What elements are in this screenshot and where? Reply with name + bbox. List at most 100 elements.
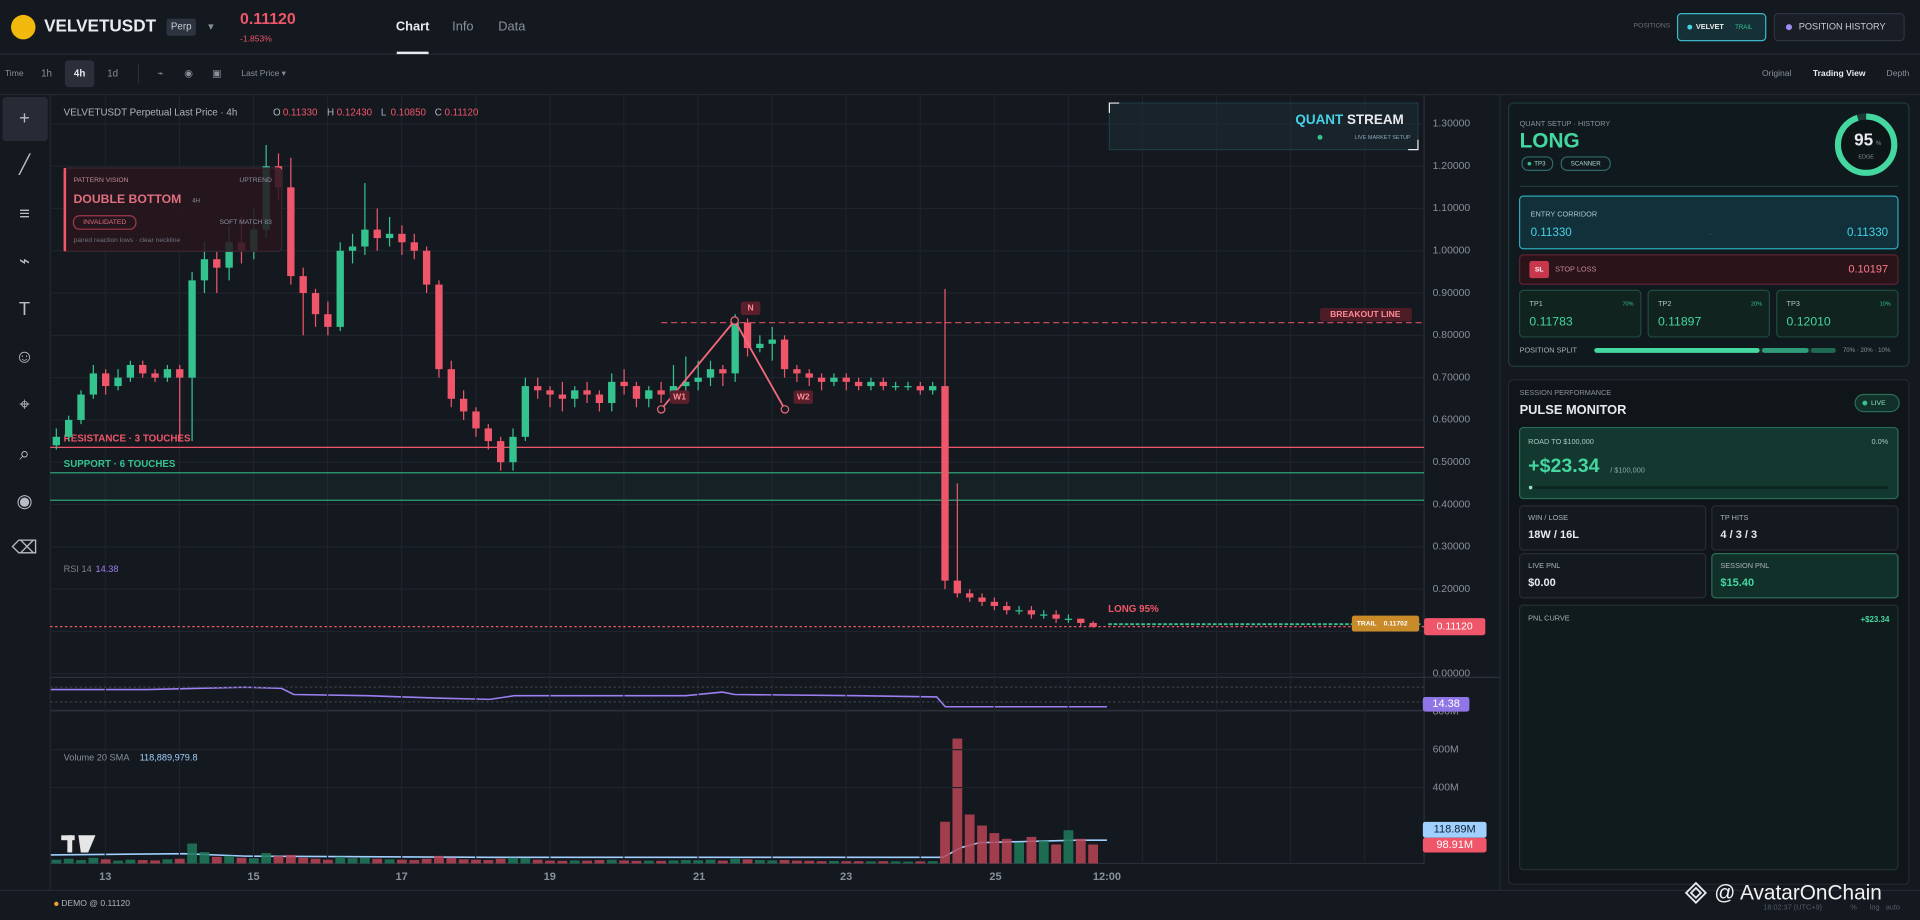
tp-label: TP2	[1658, 299, 1671, 308]
live-label: LIVE	[1871, 400, 1886, 407]
volume-bar	[224, 855, 235, 864]
candle-body	[719, 369, 727, 374]
interval[interactable]: 1d	[107, 68, 118, 79]
dot	[1785, 24, 1793, 31]
candle-body	[1015, 610, 1023, 612]
candle-body	[398, 233, 406, 243]
candle-body	[731, 322, 739, 374]
candle-body	[879, 381, 887, 387]
volume-bar	[841, 861, 852, 864]
scale-option[interactable]: %	[1850, 902, 1857, 911]
volume-bar	[471, 859, 481, 864]
price-source[interactable]: Last Price ▾	[241, 68, 286, 78]
candle-body	[410, 242, 418, 251]
candle-body	[817, 377, 826, 382]
scale-option[interactable]: log	[1870, 902, 1880, 911]
candle-body	[472, 411, 480, 429]
pattern-point	[656, 405, 666, 414]
tool[interactable]: ⌁	[19, 250, 30, 271]
volume-bar	[643, 860, 654, 864]
volume-bar	[285, 854, 296, 864]
dropdown[interactable]: ▾	[208, 21, 214, 33]
volume-bar	[619, 860, 629, 864]
volume-bar	[705, 859, 716, 864]
trail-label: TRAIL	[1357, 620, 1377, 627]
volume-bar	[853, 861, 864, 864]
tool[interactable]: ≡	[19, 202, 30, 223]
position-tag: TRAIL	[1735, 24, 1753, 31]
interval[interactable]: 4h	[74, 68, 85, 79]
history-button[interactable]	[1773, 13, 1905, 42]
toolbar-icon[interactable]: ◉	[184, 68, 193, 79]
split-label: POSITION SPLIT	[1520, 345, 1578, 354]
ohlc-value: 0.12430	[337, 107, 373, 118]
volume-sma: 118,889,979.8	[140, 753, 198, 763]
candle-body	[966, 593, 974, 598]
y-tick-label: 0.30000	[1433, 542, 1471, 553]
x-tick-label: 17	[395, 871, 407, 883]
y-tick-label: 1.20000	[1433, 161, 1471, 172]
tool[interactable]: ╱	[18, 153, 31, 175]
volume-badge	[1422, 837, 1487, 853]
tab[interactable]: Info	[452, 19, 473, 34]
volume-bar	[483, 860, 494, 864]
road-track	[1528, 486, 1889, 489]
candle-body	[805, 373, 813, 378]
tool[interactable]: ⌖	[19, 393, 29, 414]
interval[interactable]: 1h	[41, 68, 52, 79]
tool[interactable]: ⌕	[19, 442, 29, 463]
tool[interactable]: ◉	[16, 490, 32, 511]
tp-box	[1518, 289, 1642, 338]
volume-bar	[335, 856, 346, 864]
candle-body	[743, 322, 752, 349]
support-label: SUPPORT · 6 TOUCHES	[64, 459, 176, 470]
card-note: paired reaction lows · clear neckline	[73, 237, 180, 244]
volume-bar	[606, 859, 617, 864]
view-tab[interactable]: Depth	[1887, 68, 1910, 78]
candle-body	[89, 373, 98, 395]
volume-badge-text: 118.89M	[1434, 824, 1476, 836]
scale-option[interactable]: auto	[1886, 902, 1900, 911]
candle-body	[373, 229, 381, 239]
road-value: +$23.34	[1528, 455, 1599, 477]
toolbar-icon[interactable]: ▣	[212, 68, 221, 79]
tab[interactable]: Data	[498, 19, 526, 34]
volume-bar	[940, 821, 950, 864]
volume-bar	[1075, 838, 1086, 864]
candle-body	[867, 381, 875, 387]
volume-bar	[211, 856, 222, 864]
volume-bar	[397, 859, 407, 864]
candle-body	[459, 398, 468, 412]
split-seg	[1811, 347, 1836, 353]
view-tab[interactable]: Trading View	[1813, 68, 1866, 78]
toolbar-icon[interactable]: ⌁	[157, 68, 163, 79]
dot	[1687, 24, 1693, 30]
entry-from: 0.11330	[1531, 226, 1573, 239]
volume-bar	[261, 853, 272, 864]
tool[interactable]: ☺	[15, 346, 34, 367]
candle-body	[1064, 618, 1073, 620]
volume-bar	[458, 859, 469, 864]
card-title: DOUBLE BOTTOM	[73, 192, 181, 206]
position-button[interactable]	[1676, 13, 1767, 42]
candle-body	[385, 233, 394, 239]
candle-body	[990, 601, 999, 607]
support-zone	[50, 472, 1425, 501]
candle-body	[953, 580, 962, 594]
tv-logo	[61, 835, 96, 853]
tool[interactable]: ⌫	[12, 537, 38, 558]
tool[interactable]: T	[19, 298, 30, 319]
candle-body	[484, 428, 492, 442]
card-match: SOFT MATCH 83	[219, 219, 272, 226]
tab[interactable]: Chart	[396, 19, 430, 34]
y-tick-label: 0.70000	[1433, 372, 1471, 383]
volume-bar	[248, 858, 259, 864]
view-tab[interactable]: Original	[1762, 68, 1792, 78]
stop-value: 0.10197	[1848, 263, 1888, 275]
volume-bar	[384, 859, 395, 864]
x-tick-label: 19	[544, 871, 556, 883]
volume-bar	[113, 860, 123, 864]
candle-body	[1040, 614, 1048, 616]
status-chip	[72, 215, 137, 230]
tool[interactable]: +	[19, 107, 30, 128]
